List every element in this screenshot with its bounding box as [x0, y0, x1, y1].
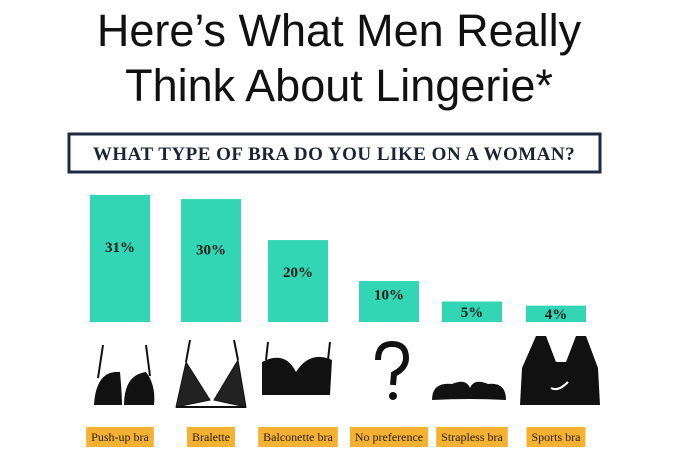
- category-box: [258, 427, 338, 447]
- product-images: [94, 336, 600, 408]
- category-box: [187, 427, 235, 447]
- bar: [526, 305, 586, 322]
- bar: [268, 240, 328, 322]
- category-box: [436, 427, 508, 447]
- category-box: [349, 427, 429, 447]
- strap: [176, 339, 246, 408]
- category-label: Bralette: [192, 430, 230, 444]
- bra-image: [520, 336, 600, 405]
- bar: [181, 199, 241, 322]
- value-label: 31%: [105, 240, 135, 256]
- strap: [97, 344, 151, 379]
- category-label: Sports bra: [532, 430, 582, 444]
- value-label: 10%: [374, 287, 404, 303]
- bra-image: [175, 358, 247, 408]
- logo: [550, 381, 569, 391]
- question-icon: [375, 340, 410, 386]
- value-label: 5%: [461, 305, 484, 321]
- subtitle-box: [67, 132, 602, 174]
- value-label: 20%: [283, 265, 313, 281]
- question-icon: [389, 392, 397, 400]
- category-label: Push-up bra: [91, 430, 149, 444]
- bar: [359, 281, 419, 322]
- bra-image: [262, 356, 332, 395]
- bar: [442, 301, 502, 322]
- category-box: [86, 427, 154, 447]
- title-line: Think About Lingerie*: [125, 60, 553, 111]
- strap: [265, 341, 331, 361]
- bar: [90, 195, 150, 322]
- category-label: Strapless bra: [441, 430, 503, 444]
- title-line: Here’s What Men Really: [97, 5, 582, 56]
- subtitle: WHAT TYPE OF BRA DO YOU LIKE ON A WOMAN?: [93, 144, 575, 165]
- category-box: [526, 427, 586, 447]
- category-label: Balconette bra: [263, 430, 333, 444]
- bra-image: [432, 381, 506, 400]
- value-label: 30%: [196, 242, 226, 258]
- category-label: No preference: [355, 430, 423, 444]
- bra-image: [94, 371, 155, 405]
- value-label: 4%: [545, 307, 568, 323]
